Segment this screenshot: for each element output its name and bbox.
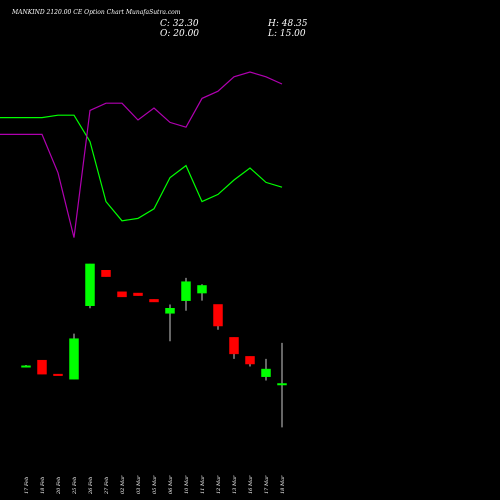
- chart-title: MANKIND 2120.00 CE Option Chart MunafaSu…: [12, 9, 181, 16]
- candle-body: [197, 285, 207, 294]
- candle-body: [165, 308, 175, 314]
- candle-body: [181, 281, 191, 301]
- x-tick-label: 17 Feb: [24, 477, 30, 494]
- x-tick-label: 27 Feb: [104, 477, 110, 495]
- x-tick-label: 20 Feb: [56, 477, 62, 495]
- candle-body: [69, 338, 79, 380]
- x-tick-label: 16 Mar: [248, 475, 254, 494]
- x-tick-label: 18 Feb: [40, 477, 46, 494]
- open-value: O: 20.00: [160, 29, 200, 39]
- close-value: C: 32.30: [160, 19, 199, 29]
- candle-body: [245, 356, 255, 365]
- candle-body: [229, 337, 239, 355]
- candle-body: [261, 368, 271, 377]
- series-line-1: [0, 114, 283, 222]
- x-tick-label: 02 Mar: [120, 475, 126, 494]
- low-value: L: 15.00: [268, 29, 306, 39]
- candle-body: [117, 291, 127, 298]
- candle-body: [37, 359, 47, 375]
- series-line-2: [0, 71, 283, 238]
- candle-body: [53, 373, 63, 376]
- x-tick-label: 26 Feb: [88, 477, 94, 495]
- x-tick-label: 13 Mar: [232, 475, 238, 494]
- candle-body: [213, 304, 223, 327]
- x-tick-label: 06 Mar: [168, 475, 174, 494]
- high-value: H: 48.35: [268, 19, 308, 29]
- x-tick-label: 12 Mar: [216, 475, 222, 494]
- candle-body: [133, 292, 143, 296]
- x-tick-label: 17 Mar: [264, 475, 270, 494]
- x-tick-label: 03 Mar: [136, 475, 142, 494]
- candle-body: [149, 299, 159, 303]
- candle-body: [101, 270, 111, 277]
- x-tick-label: 18 Mar: [280, 475, 286, 494]
- candle-body: [21, 365, 31, 368]
- x-tick-label: 25 Feb: [72, 477, 78, 495]
- x-tick-label: 10 Mar: [184, 475, 190, 494]
- x-tick-label: 05 Mar: [152, 475, 158, 494]
- x-tick-label: 11 Mar: [200, 475, 206, 494]
- candle-body: [277, 383, 287, 386]
- candle-body: [85, 263, 95, 306]
